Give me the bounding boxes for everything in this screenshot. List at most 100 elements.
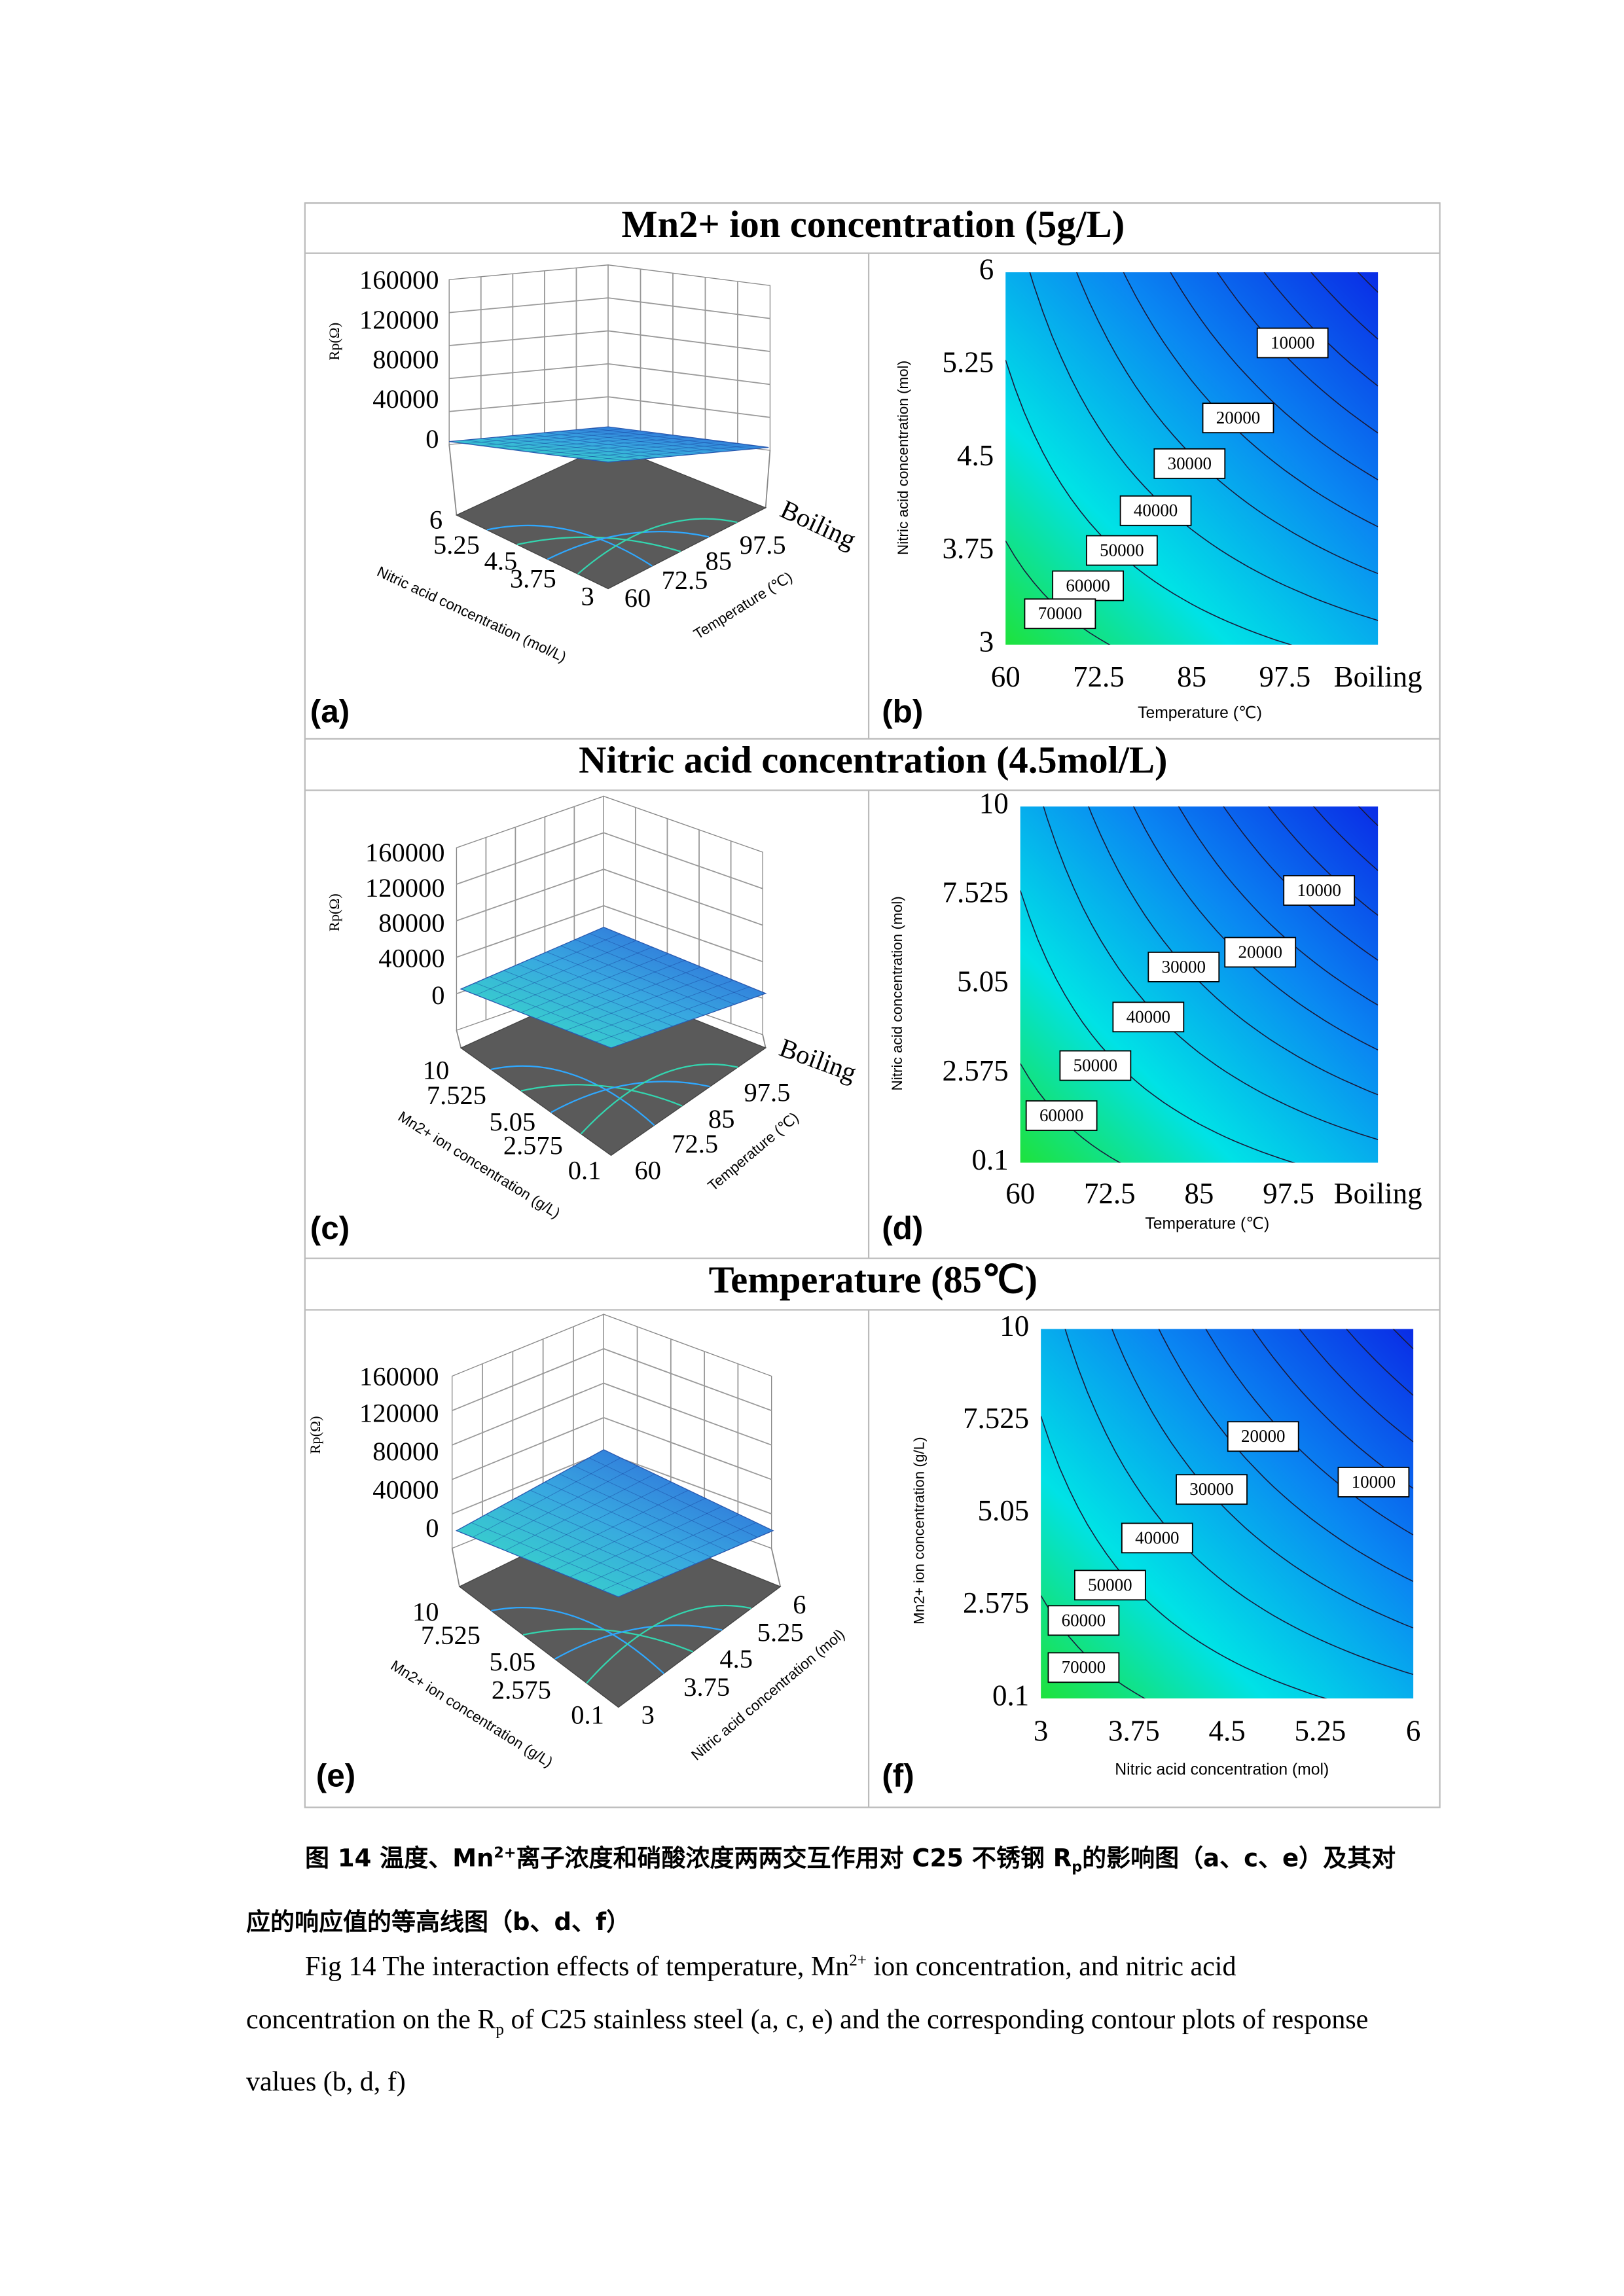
row-title: Temperature (85℃)	[709, 1258, 1038, 1300]
z-axis-label: Rp(Ω)	[307, 1416, 323, 1454]
contour-line	[1133, 806, 1379, 1050]
wall-grid	[449, 330, 609, 346]
contour-label: 50000	[1074, 1056, 1117, 1075]
contour-label: 10000	[1297, 880, 1341, 900]
contour-label-box	[1283, 875, 1356, 906]
x-tick-label: 97.5	[1259, 660, 1311, 693]
floor-contour	[486, 524, 653, 567]
wall-grid	[603, 1348, 772, 1412]
wall-grid	[603, 1451, 772, 1515]
z-tick-label: 120000	[359, 1399, 439, 1428]
contour-line	[1123, 272, 1379, 528]
box-edge	[456, 1030, 462, 1049]
wall-grid	[449, 297, 609, 314]
axis-tick-label: 6	[793, 1590, 806, 1619]
response-surface	[455, 1449, 774, 1598]
contour-line	[1029, 272, 1379, 621]
surface-mesh	[544, 432, 705, 454]
contour-label-box	[1153, 448, 1226, 479]
surface-mesh	[581, 980, 734, 1037]
surface-mesh	[528, 433, 689, 456]
surface-mesh	[500, 1506, 665, 1577]
axis-tick-label: 10	[423, 1056, 449, 1085]
axis-tick-label: 3.75	[510, 564, 556, 594]
contour-label-box	[1074, 1570, 1146, 1601]
contour-line	[1223, 806, 1379, 961]
surface-mesh	[560, 440, 721, 457]
floor-contour	[586, 1604, 751, 1684]
contour-label-box	[1024, 598, 1096, 630]
y-tick-label: 0.1	[971, 1143, 1008, 1176]
axis-tick-label: 72.5	[672, 1129, 718, 1158]
contour-label: 50000	[1088, 1575, 1132, 1594]
floor-contour	[491, 1607, 664, 1674]
contour-line	[1310, 272, 1379, 340]
surface-mesh	[475, 933, 621, 996]
axis-tick-label: 6	[429, 505, 442, 535]
wall-left	[448, 264, 609, 445]
contour-label-box	[1176, 1474, 1248, 1505]
contour-line	[1020, 890, 1296, 1163]
axis-tick-label: 85	[705, 547, 731, 576]
wall-grid	[452, 1382, 604, 1446]
contour-label: 70000	[1038, 603, 1082, 623]
surface-mesh	[503, 970, 658, 1032]
floor-contour	[516, 536, 681, 552]
contour-label-box	[1047, 1652, 1120, 1683]
y-tick-label: 7.525	[943, 876, 1009, 909]
surface-mesh	[535, 960, 685, 1019]
panel-label: (e)	[316, 1758, 355, 1794]
surface-mesh	[496, 437, 657, 458]
surface-mesh	[528, 437, 689, 452]
z-tick-label: 120000	[365, 873, 444, 903]
floor-contour	[554, 1624, 723, 1660]
contour-label: 20000	[1241, 1426, 1285, 1446]
x-tick-label: Boiling	[1334, 1177, 1422, 1210]
axis-tick-label: 85	[708, 1104, 734, 1134]
x-axis-label: Temperature (℃)	[1145, 1215, 1269, 1232]
contour-label: 30000	[1189, 1479, 1233, 1499]
z-tick-label: 120000	[359, 305, 439, 334]
wall-grid	[456, 869, 604, 922]
contour-line	[1158, 1329, 1414, 1582]
row-title: Nitric acid concentration (4.5mol/L)	[579, 739, 1167, 781]
surface-mesh	[505, 946, 653, 1007]
y-tick-label: 10	[1000, 1310, 1029, 1342]
y-tick-label: 2.575	[963, 1587, 1029, 1619]
z-tick-label: 0	[425, 424, 439, 454]
contour-line	[1357, 272, 1379, 293]
floor-contour	[577, 518, 738, 575]
axis-tick-label: 7.525	[421, 1621, 480, 1650]
contour-label-box	[1256, 327, 1329, 359]
axis-tick-label: 5.25	[433, 530, 480, 560]
contour-label: 20000	[1238, 942, 1282, 961]
surface-mesh	[576, 429, 737, 451]
z-tick-label: 80000	[372, 344, 439, 374]
y-tick-label: 5.05	[957, 965, 1009, 998]
floor-contour	[522, 1628, 694, 1653]
axis-tick-label: 3.75	[683, 1672, 730, 1702]
surface-mesh	[574, 1465, 742, 1545]
contour-label: 40000	[1134, 501, 1178, 520]
surface-mesh	[480, 438, 641, 460]
surface-mesh	[490, 940, 636, 1001]
wall-grid	[604, 832, 763, 889]
x-tick-label: 85	[1177, 660, 1206, 693]
surface-mesh	[515, 1498, 681, 1571]
contour-label-box	[1025, 1100, 1098, 1131]
surface-mesh	[586, 1514, 740, 1585]
surface-mesh	[465, 428, 624, 444]
surface-mesh	[545, 1482, 712, 1558]
axis-tick-label: 2.575	[503, 1130, 563, 1160]
wall-grid	[449, 363, 609, 380]
y-tick-label: 2.575	[943, 1054, 1009, 1087]
axis-tick-label: 0.1	[571, 1700, 604, 1730]
contour-label-box	[1119, 495, 1192, 526]
contour-label-box	[1227, 1421, 1299, 1452]
surface-mesh	[472, 1457, 621, 1538]
wall-grid	[607, 396, 770, 418]
surface-mesh	[530, 1490, 696, 1564]
surface-mesh	[488, 1465, 638, 1545]
x-tick-label: 60	[1005, 1177, 1035, 1210]
axis-tick-label: 10	[412, 1597, 439, 1626]
